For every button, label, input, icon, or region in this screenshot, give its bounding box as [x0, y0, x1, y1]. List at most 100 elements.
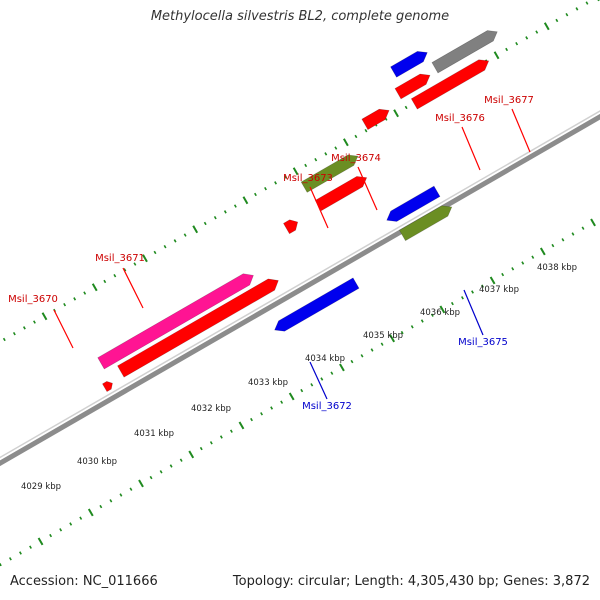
- forward-gene-arrow: [394, 73, 431, 100]
- grey-feature-arrow: [431, 30, 498, 74]
- lower-tick: [169, 464, 173, 468]
- lower-tick: [179, 458, 183, 462]
- lower-tick: [330, 371, 334, 375]
- lower-tick: [59, 528, 63, 532]
- lower-tick: [37, 537, 44, 546]
- lower-tick: [188, 450, 195, 459]
- lower-tick: [481, 284, 485, 288]
- upper-tick: [393, 109, 399, 118]
- lower-tick: [581, 226, 585, 230]
- lower-tick: [471, 290, 474, 294]
- upper-tick: [324, 152, 328, 156]
- upper-tick: [364, 128, 368, 133]
- gene-label: Msil_3675: [458, 337, 508, 348]
- upper-tick: [575, 7, 579, 11]
- lower-tick: [209, 441, 213, 445]
- lower-tick: [360, 354, 364, 358]
- upper-tick: [63, 302, 67, 307]
- upper-tick: [493, 51, 500, 60]
- lower-tick: [0, 562, 2, 567]
- forward-gene-arrow: [410, 59, 490, 110]
- lower-tick: [380, 342, 384, 346]
- lower-tick: [109, 499, 113, 503]
- lower-tick: [270, 406, 274, 410]
- lower-tick: [590, 218, 596, 227]
- upper-tick: [343, 138, 349, 147]
- gene-label: Msil_3673: [283, 173, 333, 184]
- upper-tick: [22, 326, 26, 330]
- lower-tick: [339, 363, 345, 372]
- lower-tick: [49, 533, 53, 538]
- upper-tick: [292, 167, 299, 176]
- lower-tick: [219, 435, 223, 439]
- upper-tick: [525, 36, 529, 40]
- gene-label: Msil_3676: [435, 113, 485, 124]
- upper-tick: [12, 331, 16, 336]
- map-title: Methylocella silvestris BL2, complete ge…: [150, 9, 450, 24]
- lower-tick: [99, 504, 103, 509]
- lower-tick: [539, 247, 546, 256]
- upper-tick: [73, 297, 77, 301]
- label-leader-line: [309, 361, 328, 400]
- lower-tick: [19, 551, 22, 555]
- accession-text: Accession: NC_011666: [10, 574, 158, 589]
- upper-tick: [354, 134, 358, 139]
- lower-tick: [260, 412, 263, 416]
- lower-tick: [511, 267, 515, 271]
- lower-tick: [521, 261, 525, 265]
- upper-tick: [153, 250, 157, 255]
- upper-tick: [505, 47, 509, 52]
- lower-tick: [410, 325, 414, 329]
- lower-tick: [159, 470, 163, 474]
- scale-label: 4034 kbp: [305, 354, 345, 364]
- upper-tick: [33, 320, 36, 324]
- gene-label: Msil_3670: [8, 294, 58, 305]
- forward-gene-arrow: [390, 51, 428, 78]
- scale-labels: 4029 kbp 4030 kbp 4031 kbp 4032 kbp 4033 kbp…: [21, 263, 577, 492]
- scale-label: 4032 kbp: [191, 404, 231, 414]
- scale-label: 4035 kbp: [363, 331, 403, 341]
- lower-tick: [501, 272, 505, 277]
- lower-tick: [288, 392, 295, 401]
- lower-tick: [439, 305, 446, 314]
- reverse-gene-arrow: [386, 185, 441, 222]
- upper-tick: [254, 192, 257, 197]
- gene-features: [97, 30, 498, 393]
- lower-tick: [129, 487, 133, 491]
- label-leader-line: [122, 267, 144, 309]
- lower-tick: [561, 238, 565, 242]
- upper-tick: [183, 233, 187, 237]
- upper-tick: [304, 163, 308, 168]
- lower-tick: [300, 388, 304, 393]
- scale-label: 4038 kbp: [537, 263, 577, 273]
- lower-tick: [119, 493, 123, 497]
- upper-tick: [555, 18, 559, 23]
- lower-tick: [199, 446, 203, 451]
- lower-tick: [461, 296, 464, 300]
- upper-tick: [223, 210, 227, 214]
- upper-tick: [103, 279, 107, 284]
- lower-tick: [350, 359, 354, 364]
- backbone-line: [0, 113, 600, 467]
- upper-tick: [242, 196, 249, 205]
- label-leader-line: [53, 309, 74, 349]
- upper-tick: [585, 1, 589, 5]
- upper-tick: [142, 254, 148, 263]
- label-leader-line: [463, 289, 484, 336]
- lower-tick: [250, 417, 253, 422]
- lower-tick: [531, 255, 535, 259]
- lower-tick: [551, 243, 555, 248]
- upper-tick: [192, 225, 199, 234]
- forward-gene-arrow: [283, 219, 299, 235]
- lower-tick: [29, 545, 32, 549]
- upper-tick: [133, 262, 137, 266]
- upper-tick: [123, 268, 127, 272]
- upper-tick: [535, 30, 539, 34]
- scale-label: 4029 kbp: [21, 482, 61, 492]
- lower-tick: [138, 479, 144, 488]
- pink-feature-arrow: [97, 273, 254, 370]
- rna-feature-arrow: [399, 205, 453, 242]
- forward-gene-arrow: [117, 278, 279, 378]
- gene-label: Msil_3677: [484, 95, 534, 106]
- lower-tick: [69, 522, 73, 526]
